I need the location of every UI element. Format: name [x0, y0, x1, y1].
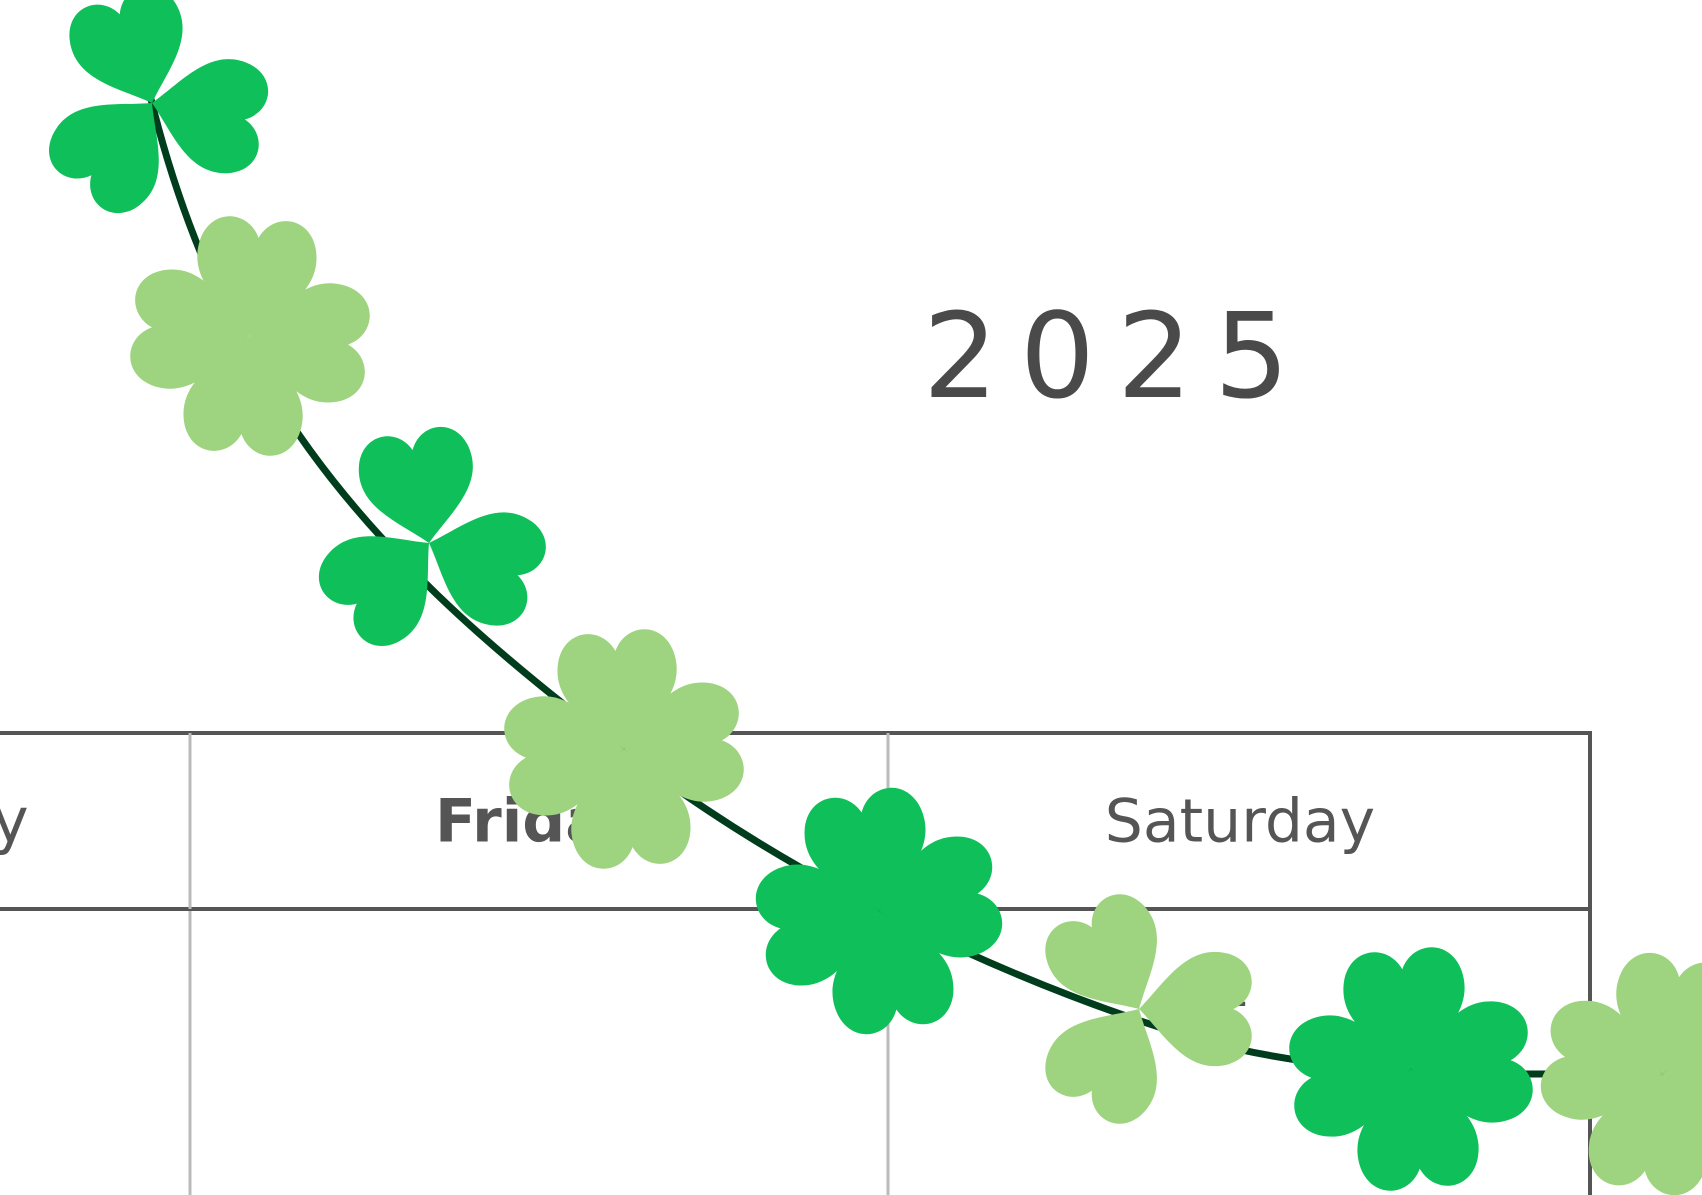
- shamrock: [293, 399, 570, 685]
- shamrock-garland: [36, 0, 1702, 1195]
- weekday-label: y: [0, 784, 29, 857]
- shamrock: [751, 783, 1008, 1040]
- weekday-label: Saturday: [1105, 787, 1375, 857]
- year-title: 2025: [923, 287, 1311, 425]
- shamrock: [1272, 930, 1550, 1195]
- calendar-page: 2025 y Friday Saturday 1: [0, 0, 1702, 1195]
- shamrock: [95, 181, 404, 490]
- shamrock: [1500, 912, 1702, 1195]
